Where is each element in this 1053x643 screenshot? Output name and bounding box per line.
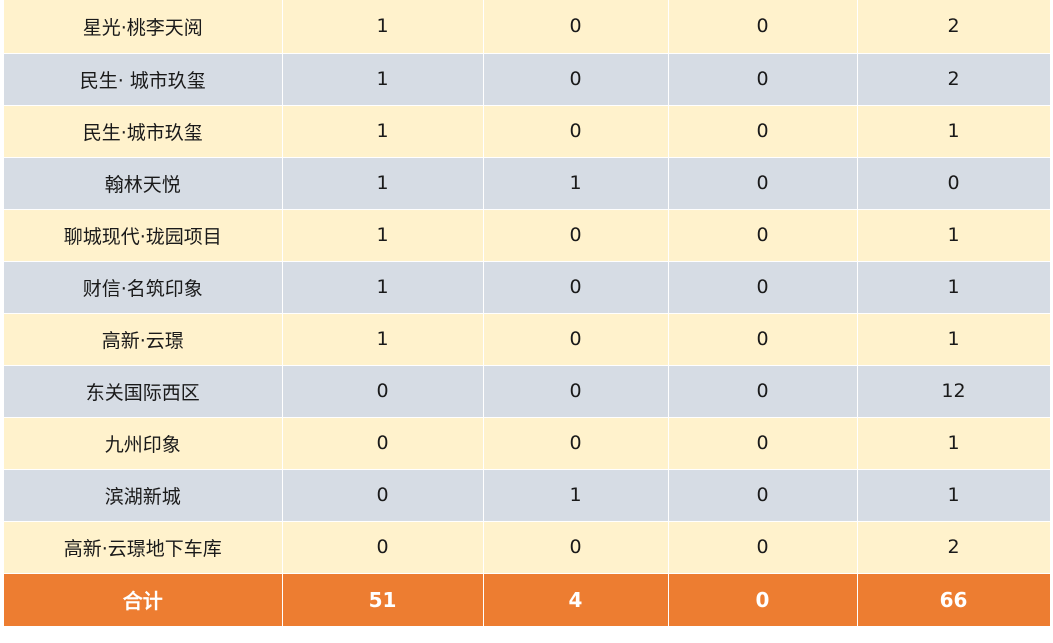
value-cell: 1 [483, 469, 669, 522]
value-cell: 0 [282, 521, 484, 574]
total-value-cell: 0 [668, 573, 858, 627]
table-row: 滨湖新城 0 1 0 1 [4, 469, 1051, 522]
value-cell: 0 [668, 417, 858, 470]
project-stats-table: 星光·桃李天阅 1 0 0 2 民生· 城市玖玺 1 0 0 2 民生·城市玖玺… [4, 0, 1051, 627]
value-cell: 0 [282, 417, 484, 470]
project-name-cell: 高新·云璟地下车库 [4, 521, 283, 574]
value-cell: 0 [483, 209, 669, 262]
value-cell: 0 [668, 53, 858, 106]
value-cell: 12 [857, 365, 1051, 418]
value-cell: 0 [483, 105, 669, 158]
project-name-cell: 民生·城市玖玺 [4, 105, 283, 158]
project-name-cell: 高新·云璟 [4, 313, 283, 366]
value-cell: 1 [483, 157, 669, 210]
value-cell: 1 [857, 469, 1051, 522]
value-cell: 0 [668, 261, 858, 314]
value-cell: 0 [483, 313, 669, 366]
total-value-cell: 66 [857, 573, 1051, 627]
project-name-cell: 聊城现代·珑园项目 [4, 209, 283, 262]
value-cell: 2 [857, 0, 1051, 54]
value-cell: 0 [483, 521, 669, 574]
table-row: 民生· 城市玖玺 1 0 0 2 [4, 53, 1051, 106]
value-cell: 0 [483, 417, 669, 470]
value-cell: 0 [668, 105, 858, 158]
total-value-cell: 4 [483, 573, 669, 627]
value-cell: 0 [483, 0, 669, 54]
value-cell: 0 [857, 157, 1051, 210]
total-value-cell: 51 [282, 573, 484, 627]
project-name-cell: 星光·桃李天阅 [4, 0, 283, 54]
value-cell: 1 [282, 261, 484, 314]
value-cell: 2 [857, 53, 1051, 106]
value-cell: 1 [857, 105, 1051, 158]
project-name-cell: 东关国际西区 [4, 365, 283, 418]
value-cell: 1 [282, 105, 484, 158]
value-cell: 0 [483, 261, 669, 314]
project-name-cell: 翰林天悦 [4, 157, 283, 210]
value-cell: 1 [857, 261, 1051, 314]
value-cell: 0 [668, 209, 858, 262]
value-cell: 0 [282, 365, 484, 418]
value-cell: 0 [668, 365, 858, 418]
table-row: 财信·名筑印象 1 0 0 1 [4, 261, 1051, 314]
value-cell: 1 [282, 53, 484, 106]
data-table-container: 星光·桃李天阅 1 0 0 2 民生· 城市玖玺 1 0 0 2 民生·城市玖玺… [4, 0, 1051, 640]
value-cell: 1 [282, 313, 484, 366]
value-cell: 0 [282, 469, 484, 522]
total-label-cell: 合计 [4, 573, 283, 627]
value-cell: 1 [857, 313, 1051, 366]
value-cell: 0 [668, 521, 858, 574]
value-cell: 0 [668, 157, 858, 210]
project-name-cell: 九州印象 [4, 417, 283, 470]
value-cell: 0 [668, 0, 858, 54]
table-row: 高新·云璟地下车库 0 0 0 2 [4, 521, 1051, 574]
table-row: 民生·城市玖玺 1 0 0 1 [4, 105, 1051, 158]
value-cell: 0 [483, 365, 669, 418]
total-row: 合计 51 4 0 66 [4, 573, 1051, 627]
value-cell: 2 [857, 521, 1051, 574]
value-cell: 0 [668, 313, 858, 366]
table-row: 聊城现代·珑园项目 1 0 0 1 [4, 209, 1051, 262]
project-name-cell: 民生· 城市玖玺 [4, 53, 283, 106]
value-cell: 0 [483, 53, 669, 106]
value-cell: 0 [668, 469, 858, 522]
project-name-cell: 财信·名筑印象 [4, 261, 283, 314]
value-cell: 1 [857, 417, 1051, 470]
value-cell: 1 [857, 209, 1051, 262]
table-row: 东关国际西区 0 0 0 12 [4, 365, 1051, 418]
table-row: 翰林天悦 1 1 0 0 [4, 157, 1051, 210]
value-cell: 1 [282, 209, 484, 262]
value-cell: 1 [282, 157, 484, 210]
table-row: 星光·桃李天阅 1 0 0 2 [4, 0, 1051, 54]
project-name-cell: 滨湖新城 [4, 469, 283, 522]
table-row: 高新·云璟 1 0 0 1 [4, 313, 1051, 366]
table-row: 九州印象 0 0 0 1 [4, 417, 1051, 470]
value-cell: 1 [282, 0, 484, 54]
